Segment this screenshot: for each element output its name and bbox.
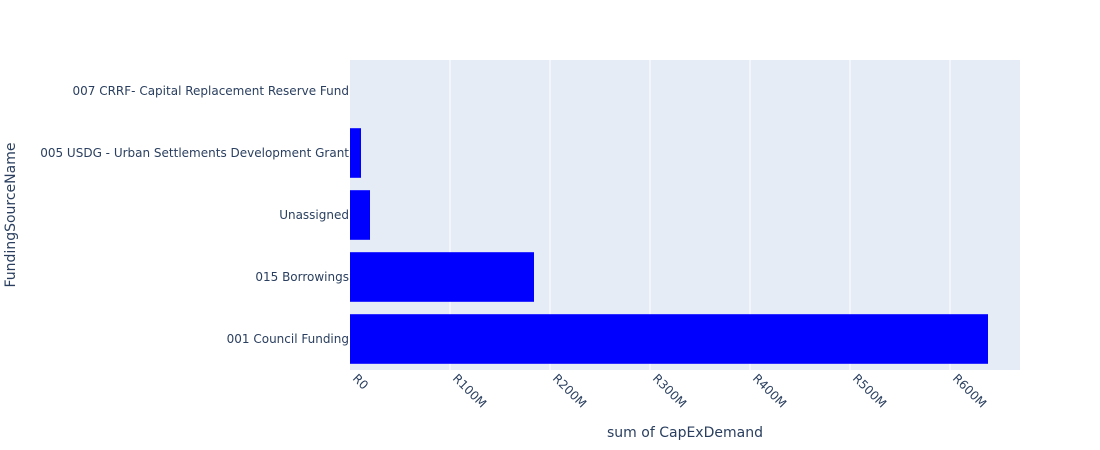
x-tick-label: R100M bbox=[450, 371, 489, 410]
bar bbox=[350, 128, 361, 178]
y-tick-label: 015 Borrowings bbox=[255, 270, 349, 284]
x-tick-label: R400M bbox=[750, 371, 789, 410]
x-tick-label: R500M bbox=[850, 371, 889, 410]
bars bbox=[350, 128, 988, 364]
y-tick-labels: 001 Council Funding 015 Borrowings Unassig… bbox=[40, 84, 349, 346]
y-tick-label: 005 USDG - Urban Settlements Development… bbox=[40, 146, 349, 160]
x-tick-label: R300M bbox=[650, 371, 689, 410]
y-tick-label: Unassigned bbox=[279, 208, 349, 222]
y-tick-label: 007 CRRF- Capital Replacement Reserve Fu… bbox=[73, 84, 350, 98]
y-axis-title: FundingSourceName bbox=[3, 143, 19, 288]
y-tick-label: 001 Council Funding bbox=[227, 332, 349, 346]
bar bbox=[350, 252, 534, 302]
x-tick-label: R600M bbox=[950, 371, 989, 410]
x-tick-labels: R0 R100M R200M R300M R400M R500M R600M bbox=[350, 371, 989, 410]
x-tick-label: R0 bbox=[350, 371, 371, 392]
x-tick-label: R200M bbox=[550, 371, 589, 410]
x-axis-title: sum of CapExDemand bbox=[607, 425, 763, 441]
bar bbox=[350, 314, 988, 364]
bar bbox=[350, 190, 370, 240]
